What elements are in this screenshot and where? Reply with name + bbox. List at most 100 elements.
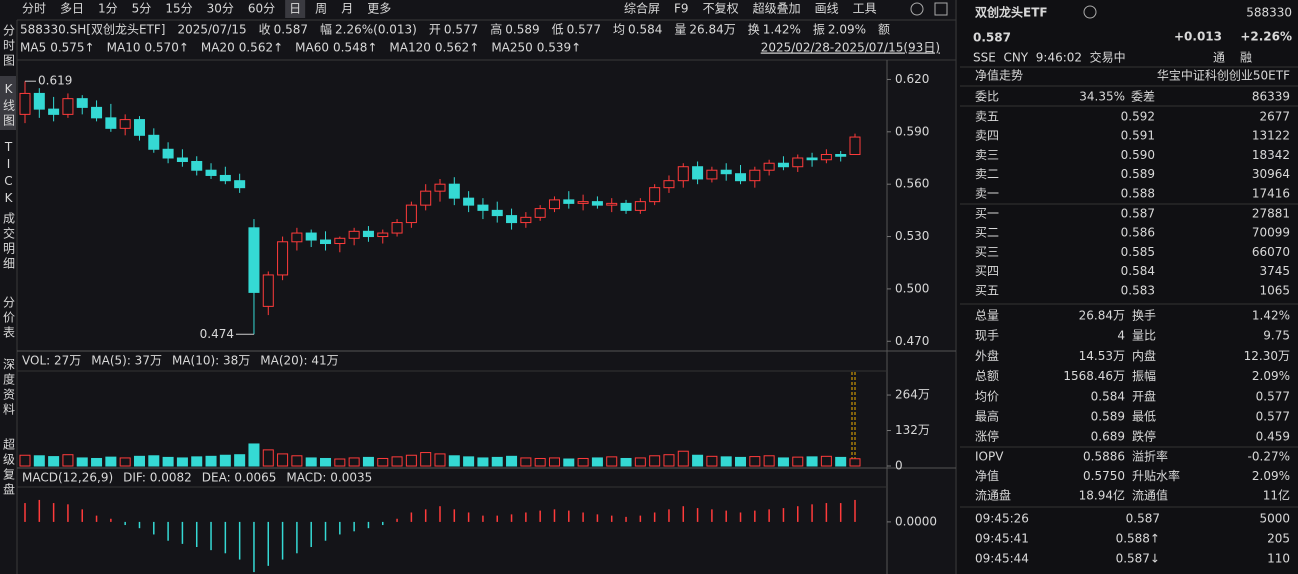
volume-bar bbox=[33, 455, 45, 467]
max-label: 0.619 bbox=[38, 74, 72, 88]
tool-button[interactable]: 超级叠加 bbox=[753, 1, 801, 16]
volume-bar bbox=[105, 456, 117, 467]
candle-body bbox=[620, 202, 632, 211]
label: 量 bbox=[674, 23, 686, 37]
macd-bar bbox=[539, 510, 541, 522]
period-tab[interactable]: 多日 bbox=[60, 2, 84, 16]
sidebar-tab[interactable]: 超级复盘 bbox=[2, 437, 16, 498]
macd-bar bbox=[553, 509, 556, 522]
macd-bar bbox=[339, 521, 341, 535]
candle-body bbox=[463, 197, 475, 206]
candle-body bbox=[548, 199, 560, 210]
stat-value: 0.689 bbox=[1091, 430, 1125, 444]
index-name: 华宝中证科创创业50ETF bbox=[1157, 68, 1290, 83]
candle-body bbox=[649, 187, 661, 203]
label: 86339 bbox=[1252, 90, 1290, 104]
sidebar-tab[interactable]: 成交明细 bbox=[2, 212, 16, 272]
book-level: 买二 bbox=[975, 226, 999, 240]
candle-body bbox=[291, 232, 303, 243]
collapse-icon bbox=[934, 2, 948, 16]
volume-bar bbox=[348, 457, 360, 467]
period-tab[interactable]: 60分 bbox=[248, 2, 275, 16]
label: 委比 bbox=[975, 90, 999, 104]
macd-bar bbox=[725, 510, 727, 522]
macd-bar bbox=[195, 521, 198, 548]
period-tab[interactable]: 5分 bbox=[132, 2, 152, 16]
sidebar-tab[interactable]: 分时图 bbox=[2, 24, 16, 69]
period-tab[interactable]: 1分 bbox=[98, 2, 118, 16]
book-volume: 30964 bbox=[1252, 167, 1290, 181]
macd-bar bbox=[668, 509, 670, 522]
candle-body bbox=[405, 204, 417, 224]
period-tab[interactable]: 分时 bbox=[22, 2, 46, 16]
tool-button[interactable]: 工具 bbox=[853, 2, 877, 16]
stat-label: 内盘 bbox=[1132, 348, 1156, 363]
candle-body bbox=[591, 201, 603, 206]
period-tab[interactable]: 周 bbox=[315, 2, 327, 16]
tool-button[interactable]: 综合屏 bbox=[624, 1, 660, 16]
macd-bar bbox=[768, 509, 770, 522]
nav-link[interactable]: 净值走势 bbox=[975, 68, 1023, 83]
tool-button[interactable]: 画线 bbox=[815, 2, 839, 16]
macd-bar bbox=[696, 508, 699, 522]
tool-button[interactable]: F9 bbox=[674, 2, 689, 16]
volume-bar bbox=[534, 457, 546, 467]
min-label: 0.474 bbox=[200, 327, 234, 341]
period-tab[interactable]: 15分 bbox=[165, 2, 192, 16]
trade-time: 09:45:26 bbox=[975, 512, 1029, 526]
period-tab[interactable]: 30分 bbox=[207, 2, 234, 16]
period-tab[interactable]: 月 bbox=[341, 2, 353, 16]
book-volume: 27881 bbox=[1252, 207, 1290, 221]
volume-bar bbox=[277, 453, 289, 467]
label: 幅 bbox=[320, 22, 332, 37]
volume-bar bbox=[735, 456, 747, 467]
stat-value: 12.30万 bbox=[1244, 349, 1290, 363]
period-tab[interactable]: 更多 bbox=[367, 2, 391, 16]
label: 额 bbox=[878, 23, 890, 37]
macd-bar bbox=[568, 510, 570, 522]
book-price: 0.591 bbox=[1121, 129, 1155, 143]
y-tick-label: 0.530 bbox=[895, 229, 929, 243]
candle-body bbox=[735, 173, 747, 182]
candle-body bbox=[305, 232, 317, 241]
label: 2025/07/15 bbox=[177, 23, 246, 37]
help-icon bbox=[910, 2, 924, 16]
candle-body bbox=[205, 169, 217, 176]
candle-body bbox=[720, 169, 732, 175]
sidebar-tab[interactable]: 分价表 bbox=[2, 296, 16, 341]
volume-bar bbox=[835, 456, 847, 467]
macd-bar bbox=[367, 521, 370, 529]
legend-entry: MACD: 0.0035 bbox=[286, 471, 372, 485]
book-price: 0.585 bbox=[1121, 245, 1155, 259]
macd-bar bbox=[238, 521, 241, 560]
label: 开 bbox=[429, 23, 441, 37]
book-price: 0.583 bbox=[1121, 283, 1155, 297]
stat-value: 0.577 bbox=[1256, 410, 1290, 424]
book-volume: 1065 bbox=[1259, 283, 1290, 297]
book-level: 卖三 bbox=[975, 148, 999, 162]
label: 0.570↑ bbox=[144, 41, 188, 55]
price-change: +0.013 bbox=[1174, 30, 1222, 44]
book-volume: 13122 bbox=[1252, 129, 1290, 143]
candle-body bbox=[677, 166, 689, 182]
sidebar-tab[interactable]: K线图 bbox=[2, 82, 16, 129]
y-tick-label: 0.620 bbox=[895, 72, 929, 86]
stat-label: 振幅 bbox=[1132, 368, 1156, 383]
macd-bar bbox=[138, 521, 141, 529]
sidebar-tab[interactable]: 深度资料 bbox=[2, 358, 16, 418]
volume-bar bbox=[48, 456, 60, 467]
sidebar-tab[interactable]: TICK bbox=[2, 140, 16, 208]
tool-button[interactable]: 不复权 bbox=[703, 2, 739, 16]
legend-entry: MA(20): 41万 bbox=[260, 354, 338, 368]
candle-body bbox=[820, 154, 832, 161]
info-icon bbox=[1083, 5, 1097, 19]
period-tab[interactable]: 日 bbox=[289, 2, 301, 16]
volume-bar bbox=[577, 457, 589, 467]
candle-body bbox=[33, 92, 45, 110]
volume-bar bbox=[205, 455, 217, 467]
book-level: 买四 bbox=[975, 264, 999, 278]
candle-body bbox=[277, 241, 289, 276]
volume-bar bbox=[820, 455, 832, 467]
volume-bar bbox=[62, 454, 74, 467]
quote-panel bbox=[957, 0, 1298, 574]
